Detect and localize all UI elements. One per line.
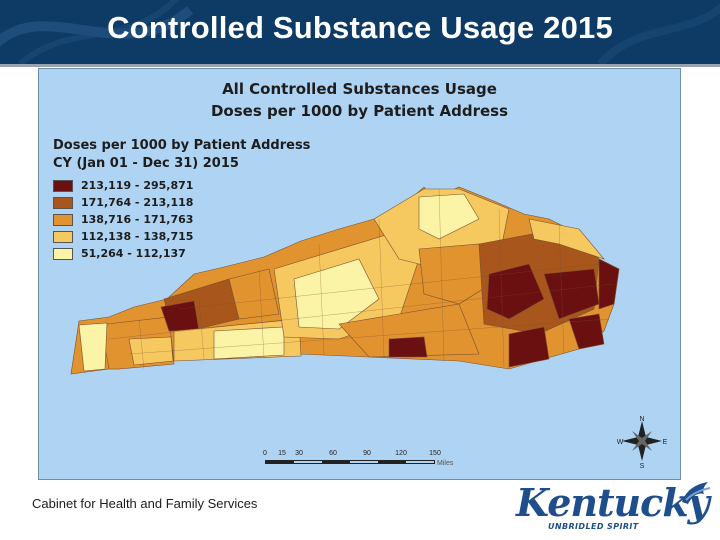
- compass-w: W: [617, 439, 624, 446]
- legend-label: 171,764 - 213,118: [81, 196, 194, 209]
- region-far-west: [78, 322, 108, 372]
- scale-tick: 60: [329, 450, 337, 457]
- legend-items: 213,119 - 295,871 171,764 - 213,118 138,71…: [53, 177, 313, 262]
- legend-label: 213,119 - 295,871: [81, 179, 194, 192]
- map-legend: Doses per 1000 by Patient Address CY (Ja…: [53, 137, 313, 262]
- kentucky-logo: Kentucky UNBRIDLED SPIRIT: [510, 478, 715, 534]
- region-east-dark-3: [508, 326, 550, 368]
- compass-n: N: [639, 416, 644, 423]
- region-east-dark-4: [568, 313, 605, 350]
- compass-e: E: [663, 439, 667, 446]
- legend-label: 138,716 - 171,763: [81, 213, 194, 226]
- scale-tick: 150: [429, 450, 441, 457]
- horse-icon: [682, 482, 711, 504]
- header-divider: [0, 64, 720, 67]
- region-northeast: [528, 218, 605, 260]
- map-panel: All Controlled Substances Usage Doses pe…: [38, 68, 681, 480]
- legend-item: 171,764 - 213,118: [53, 194, 313, 211]
- legend-swatch: [53, 230, 73, 243]
- region-south-central-dark: [388, 336, 428, 358]
- legend-item: 112,138 - 138,715: [53, 228, 313, 245]
- scale-tick: 120: [395, 450, 407, 457]
- compass-s: S: [640, 463, 645, 469]
- region-south-central: [338, 303, 480, 358]
- legend-item: 138,716 - 171,763: [53, 211, 313, 228]
- slide-header: Controlled Substance Usage 2015: [0, 0, 720, 64]
- map-title-line2: Doses per 1000 by Patient Address: [210, 102, 509, 120]
- region-far-east: [598, 258, 620, 310]
- map-title-line1: All Controlled Substances Usage: [222, 80, 497, 98]
- scale-tick-labels: 0 15 30 60 90 120 150: [263, 450, 475, 460]
- slide-title: Controlled Substance Usage 2015: [107, 10, 613, 45]
- kentucky-county-map: [70, 186, 620, 375]
- scale-unit: Miles: [437, 460, 454, 467]
- scale-tick: 15: [278, 450, 286, 457]
- footer-organization: Cabinet for Health and Family Services: [32, 496, 258, 511]
- legend-item: 213,119 - 295,871: [53, 177, 313, 194]
- logo-tagline: UNBRIDLED SPIRIT: [548, 522, 639, 531]
- legend-swatch: [53, 196, 73, 209]
- legend-swatch: [53, 213, 73, 226]
- legend-swatch: [53, 179, 73, 192]
- compass-rose-icon: N S E W: [617, 416, 667, 469]
- scale-tick: 30: [295, 450, 303, 457]
- map-title: All Controlled Substances Usage Doses pe…: [39, 78, 680, 122]
- scale-tick: 90: [363, 450, 371, 457]
- legend-swatch: [53, 247, 73, 260]
- logo-wordmark: Kentucky: [516, 480, 710, 525]
- legend-label: 51,264 - 112,137: [81, 247, 186, 260]
- header-swirl-decoration: [0, 0, 720, 64]
- scale-tick: 0: [263, 450, 267, 457]
- legend-heading-line1: Doses per 1000 by Patient Address: [53, 138, 311, 153]
- region-north-light: [418, 193, 480, 240]
- region-pennyrile-light: [213, 326, 285, 360]
- legend-item: 51,264 - 112,137: [53, 245, 313, 262]
- scale-bar-graphic: [265, 460, 435, 464]
- region-central-light: [293, 258, 380, 330]
- region-bluegrass: [418, 243, 500, 305]
- region-west-light: [128, 336, 174, 366]
- scale-bar: 0 15 30 60 90 120 150 Miles: [263, 450, 475, 474]
- legend-heading-line2: CY (Jan 01 - Dec 31) 2015: [53, 156, 239, 171]
- legend-label: 112,138 - 138,715: [81, 230, 194, 243]
- region-west-coal-2: [228, 268, 280, 320]
